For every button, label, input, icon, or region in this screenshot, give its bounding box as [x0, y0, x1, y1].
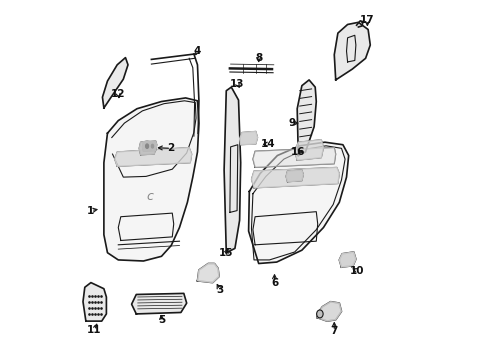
Polygon shape — [297, 80, 316, 156]
Text: c: c — [146, 190, 153, 203]
Text: 14: 14 — [261, 139, 276, 149]
Polygon shape — [339, 252, 356, 267]
Text: 1: 1 — [87, 206, 95, 216]
Polygon shape — [143, 141, 157, 151]
Polygon shape — [253, 148, 336, 167]
Polygon shape — [251, 167, 339, 188]
Polygon shape — [334, 22, 370, 80]
Text: 13: 13 — [230, 78, 245, 89]
Ellipse shape — [317, 310, 323, 318]
Text: 10: 10 — [350, 266, 365, 276]
Polygon shape — [294, 140, 323, 160]
Polygon shape — [248, 142, 349, 264]
Text: 5: 5 — [158, 315, 165, 325]
Polygon shape — [286, 170, 303, 182]
Text: 9: 9 — [288, 118, 295, 128]
Polygon shape — [317, 302, 342, 321]
Text: 12: 12 — [111, 89, 125, 99]
Text: 4: 4 — [194, 46, 201, 56]
Polygon shape — [240, 131, 258, 145]
Text: 7: 7 — [331, 326, 338, 336]
Polygon shape — [197, 264, 219, 283]
Text: 17: 17 — [360, 15, 375, 25]
Polygon shape — [104, 98, 199, 261]
Ellipse shape — [151, 144, 153, 148]
Text: 16: 16 — [291, 147, 306, 157]
Text: 2: 2 — [168, 143, 175, 153]
Polygon shape — [83, 283, 106, 321]
Polygon shape — [115, 148, 192, 166]
Polygon shape — [132, 293, 187, 314]
Polygon shape — [139, 141, 156, 155]
Ellipse shape — [146, 144, 148, 148]
Text: 6: 6 — [271, 278, 278, 288]
Text: 11: 11 — [87, 325, 102, 336]
Text: 8: 8 — [255, 53, 262, 63]
Text: 15: 15 — [219, 248, 234, 258]
Polygon shape — [224, 87, 241, 253]
Polygon shape — [102, 58, 128, 108]
Text: 3: 3 — [216, 285, 223, 295]
